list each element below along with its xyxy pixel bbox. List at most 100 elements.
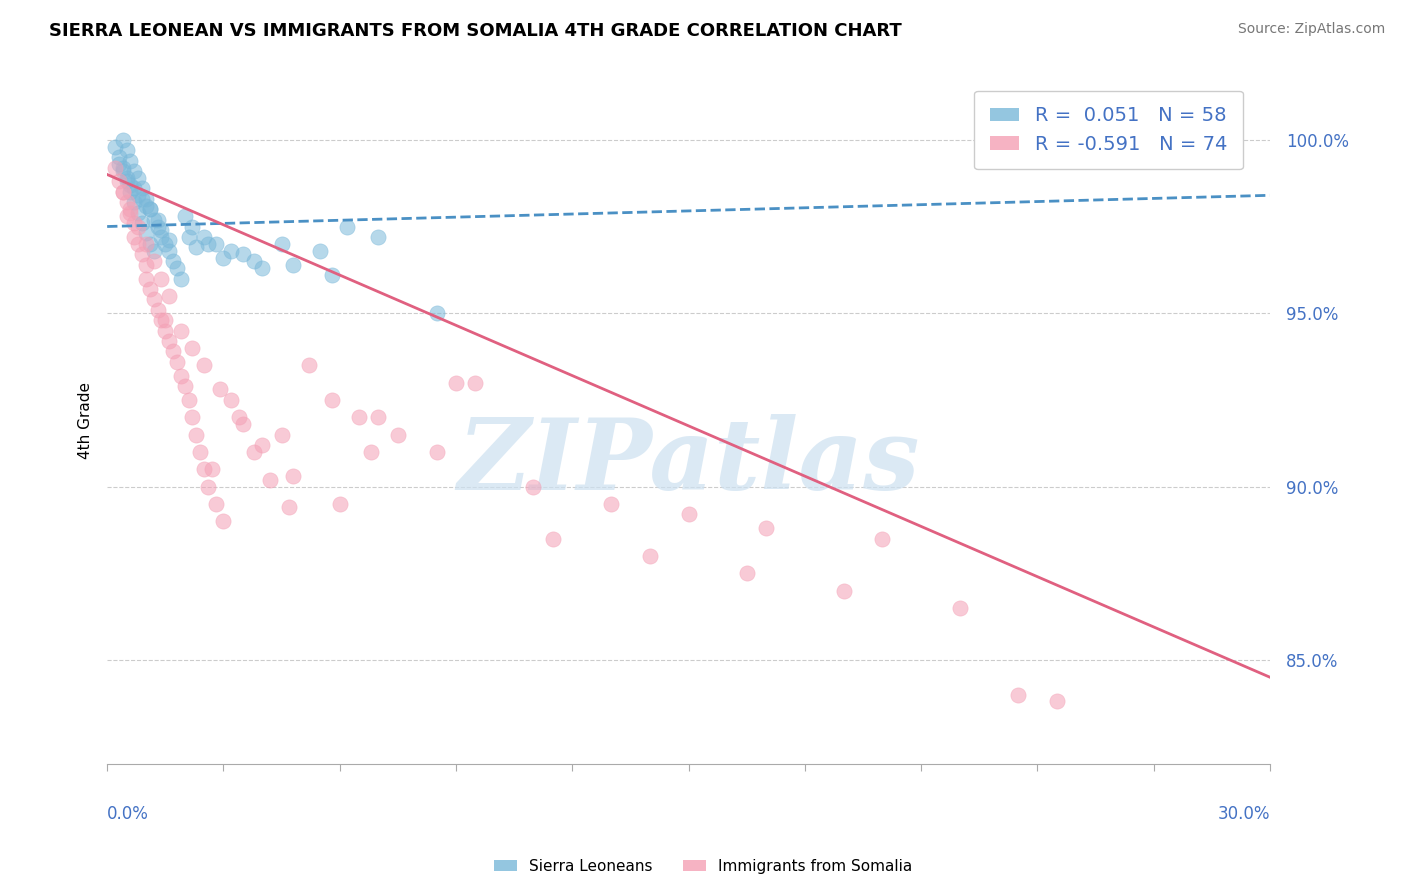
Point	[131, 216, 153, 230]
Point	[270, 427, 292, 442]
Point	[124, 195, 146, 210]
Point	[186, 427, 208, 442]
Point	[115, 195, 138, 210]
Point	[146, 212, 169, 227]
Point	[162, 254, 184, 268]
Point	[193, 462, 215, 476]
Point	[444, 376, 467, 390]
Point	[243, 445, 266, 459]
Point	[387, 427, 409, 442]
Point	[170, 271, 193, 285]
Point	[120, 178, 142, 192]
Point	[142, 254, 165, 268]
Point	[347, 410, 370, 425]
Point	[150, 271, 173, 285]
Y-axis label: 4th Grade: 4th Grade	[79, 382, 93, 459]
Point	[872, 532, 894, 546]
Point	[157, 233, 180, 247]
Point	[464, 376, 486, 390]
Point	[522, 479, 544, 493]
Point	[155, 324, 177, 338]
Point	[131, 192, 153, 206]
Point	[197, 236, 219, 251]
Point	[104, 140, 127, 154]
Point	[120, 202, 142, 217]
Point	[139, 202, 162, 217]
Point	[212, 514, 235, 528]
Point	[150, 313, 173, 327]
Point	[107, 150, 129, 164]
Point	[170, 324, 193, 338]
Point	[426, 445, 449, 459]
Point	[309, 244, 332, 258]
Text: ZIPatlas: ZIPatlas	[457, 414, 920, 510]
Point	[173, 209, 195, 223]
Point	[259, 473, 281, 487]
Point	[120, 185, 142, 199]
Point	[157, 289, 180, 303]
Point	[131, 247, 153, 261]
Point	[173, 379, 195, 393]
Point	[600, 497, 623, 511]
Point	[243, 254, 266, 268]
Point	[115, 143, 138, 157]
Point	[139, 282, 162, 296]
Point	[204, 497, 226, 511]
Text: 30.0%: 30.0%	[1218, 805, 1270, 823]
Text: Source: ZipAtlas.com: Source: ZipAtlas.com	[1237, 22, 1385, 37]
Point	[1046, 694, 1069, 708]
Point	[111, 133, 134, 147]
Point	[232, 417, 254, 431]
Point	[124, 164, 146, 178]
Point	[212, 251, 235, 265]
Point	[107, 157, 129, 171]
Point	[131, 181, 153, 195]
Point	[278, 500, 301, 515]
Point	[832, 583, 855, 598]
Point	[1007, 688, 1029, 702]
Point	[201, 462, 224, 476]
Point	[127, 188, 149, 202]
Point	[111, 185, 134, 199]
Point	[150, 230, 173, 244]
Point	[155, 313, 177, 327]
Legend: Sierra Leoneans, Immigrants from Somalia: Sierra Leoneans, Immigrants from Somalia	[488, 853, 918, 880]
Point	[146, 302, 169, 317]
Point	[735, 566, 758, 581]
Point	[219, 244, 242, 258]
Point	[111, 164, 134, 178]
Point	[170, 368, 193, 383]
Point	[321, 268, 343, 282]
Point	[124, 230, 146, 244]
Point	[949, 600, 972, 615]
Point	[135, 258, 157, 272]
Point	[283, 469, 305, 483]
Point	[142, 212, 165, 227]
Point	[367, 410, 389, 425]
Point	[124, 181, 146, 195]
Point	[166, 261, 188, 276]
Point	[111, 185, 134, 199]
Point	[228, 410, 250, 425]
Point	[115, 174, 138, 188]
Point	[139, 236, 162, 251]
Point	[124, 216, 146, 230]
Point	[638, 549, 661, 563]
Point	[104, 161, 127, 175]
Point	[107, 174, 129, 188]
Point	[177, 230, 200, 244]
Point	[250, 438, 273, 452]
Point	[127, 236, 149, 251]
Point	[135, 199, 157, 213]
Point	[142, 244, 165, 258]
Point	[186, 240, 208, 254]
Point	[336, 219, 359, 234]
Point	[166, 355, 188, 369]
Point	[120, 153, 142, 168]
Point	[127, 205, 149, 219]
Point	[157, 244, 180, 258]
Point	[298, 358, 321, 372]
Point	[120, 205, 142, 219]
Point	[678, 508, 700, 522]
Point	[181, 219, 204, 234]
